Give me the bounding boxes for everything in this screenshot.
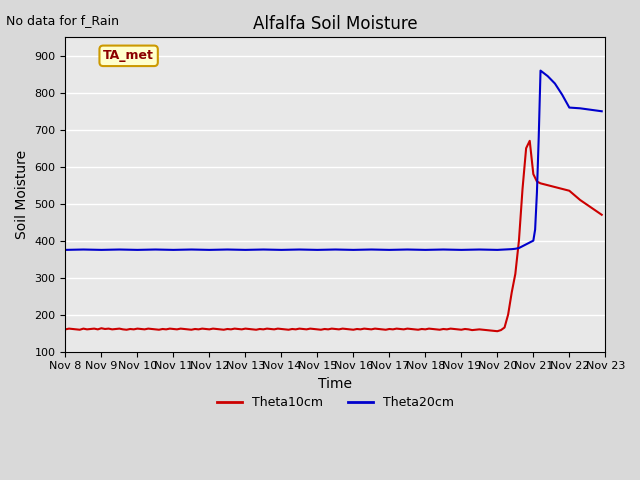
Theta20cm <box>529 238 537 243</box>
Theta20cm <box>314 247 321 253</box>
Theta20cm <box>576 106 584 111</box>
Theta20cm <box>241 247 249 253</box>
Theta20cm <box>458 247 465 253</box>
Theta20cm <box>79 247 87 252</box>
Theta20cm <box>566 105 573 110</box>
Theta20cm <box>188 247 195 252</box>
Theta20cm <box>551 81 559 86</box>
Theta20cm <box>367 247 375 252</box>
Legend: Theta10cm, Theta20cm: Theta10cm, Theta20cm <box>212 391 459 414</box>
Line: Theta20cm: Theta20cm <box>65 71 602 250</box>
Theta10cm <box>61 326 69 332</box>
Theta20cm <box>533 190 541 195</box>
Theta20cm <box>349 247 357 253</box>
Theta20cm <box>500 247 508 252</box>
Theta10cm <box>526 138 534 144</box>
Theta20cm <box>531 227 539 232</box>
Theta20cm <box>61 247 69 253</box>
Theta10cm <box>79 326 87 332</box>
Theta20cm <box>508 246 516 252</box>
Title: Alfalfa Soil Moisture: Alfalfa Soil Moisture <box>253 15 418 33</box>
Theta20cm <box>260 247 268 252</box>
Theta20cm <box>493 247 501 253</box>
Theta20cm <box>403 247 411 252</box>
Theta20cm <box>587 107 595 113</box>
Theta20cm <box>526 240 534 245</box>
Theta10cm <box>152 326 159 332</box>
Theta20cm <box>97 247 105 253</box>
Theta20cm <box>598 108 605 114</box>
Theta10cm <box>112 326 120 332</box>
Theta20cm <box>440 247 447 252</box>
Theta20cm <box>511 246 519 252</box>
Theta10cm <box>270 326 278 332</box>
Theta20cm <box>170 247 177 253</box>
Theta10cm <box>310 326 317 332</box>
Text: TA_met: TA_met <box>103 49 154 62</box>
Theta20cm <box>385 247 393 253</box>
Theta20cm <box>535 134 543 140</box>
Theta20cm <box>558 92 566 97</box>
Theta20cm <box>518 243 526 249</box>
Theta20cm <box>278 247 285 253</box>
Line: Theta10cm: Theta10cm <box>65 141 602 331</box>
Theta20cm <box>152 247 159 252</box>
Theta20cm <box>537 68 545 73</box>
Theta20cm <box>116 247 124 252</box>
X-axis label: Time: Time <box>318 377 353 391</box>
Theta20cm <box>544 73 552 79</box>
Theta20cm <box>422 247 429 253</box>
Theta20cm <box>515 245 523 251</box>
Theta20cm <box>134 247 141 253</box>
Theta10cm <box>493 328 501 334</box>
Theta20cm <box>205 247 213 253</box>
Theta10cm <box>598 212 605 217</box>
Theta10cm <box>90 326 98 332</box>
Text: No data for f_Rain: No data for f_Rain <box>6 14 120 27</box>
Theta20cm <box>332 247 339 252</box>
Theta20cm <box>223 247 231 252</box>
Y-axis label: Soil Moisture: Soil Moisture <box>15 150 29 239</box>
Theta20cm <box>476 247 483 252</box>
Theta20cm <box>296 247 303 252</box>
Theta20cm <box>522 241 530 247</box>
